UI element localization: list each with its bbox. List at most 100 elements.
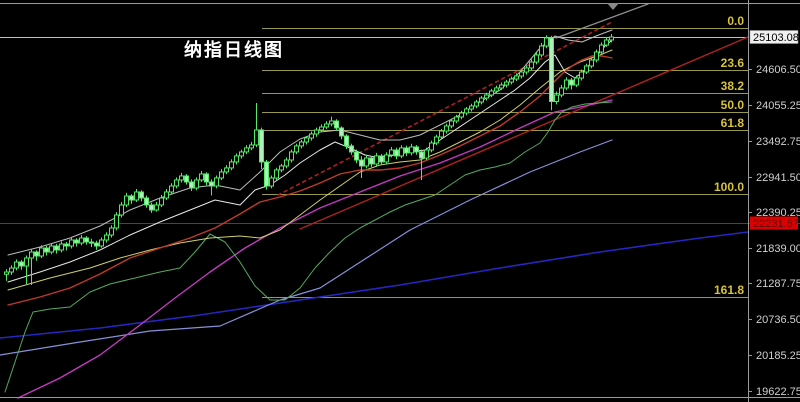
candle	[49, 243, 54, 255]
chart-title: 纳指日线图	[184, 40, 284, 61]
candle	[284, 157, 289, 169]
candle	[494, 85, 499, 94]
fib-label-61.8: 61.8	[721, 116, 745, 130]
candle	[384, 152, 389, 165]
trendline-red-dashed	[277, 21, 613, 196]
price-tick-label: 19622.75	[756, 386, 800, 398]
candle	[449, 118, 454, 129]
candle	[509, 76, 514, 85]
candle	[504, 79, 509, 88]
candle	[314, 127, 319, 137]
candle	[234, 153, 239, 165]
candle	[339, 126, 344, 140]
candle	[59, 241, 64, 253]
price-tick-label: 21839.00	[756, 243, 800, 255]
candle	[194, 177, 199, 191]
alert-price-badge	[750, 216, 798, 230]
candle	[274, 167, 279, 180]
candle	[329, 116, 334, 127]
fib-label-0.0: 0.0	[727, 14, 744, 28]
candle	[544, 35, 549, 49]
candle	[534, 52, 539, 65]
candle	[239, 149, 244, 159]
candle	[354, 149, 359, 164]
candle	[124, 192, 129, 208]
candle	[369, 156, 374, 168]
candle	[429, 140, 434, 153]
bollinger-middle	[7, 49, 613, 291]
candle	[144, 195, 149, 208]
candle	[259, 127, 264, 169]
fib-label-23.6: 23.6	[721, 56, 745, 70]
candle	[594, 49, 599, 63]
alert-price-badge-text: 22231.67	[753, 218, 799, 230]
candle	[439, 128, 444, 140]
candle	[134, 189, 139, 202]
candle	[44, 245, 49, 256]
price-tick-label: 23492.75	[756, 136, 800, 148]
candle	[589, 57, 594, 69]
candle	[519, 69, 524, 79]
candle	[294, 143, 299, 155]
candle	[389, 147, 394, 158]
candle	[139, 190, 144, 202]
candle	[149, 202, 154, 213]
fib-label-161.8: 161.8	[714, 283, 744, 297]
candle	[344, 134, 349, 149]
candle	[399, 145, 404, 159]
candle	[599, 42, 604, 55]
candle	[54, 243, 59, 254]
candle	[69, 236, 74, 249]
candle	[419, 149, 424, 180]
candle	[34, 250, 39, 261]
candle	[29, 249, 34, 285]
candle	[564, 77, 569, 91]
candle	[454, 114, 459, 124]
price-tick-label: 21287.75	[756, 278, 800, 290]
candle	[349, 143, 354, 155]
candle	[374, 152, 379, 167]
price-tick-label: 20185.25	[756, 350, 800, 362]
candle	[109, 225, 114, 238]
candle	[579, 69, 584, 81]
candle	[104, 232, 109, 243]
candle	[189, 179, 194, 191]
candle	[474, 99, 479, 109]
candle	[84, 236, 89, 245]
candle	[424, 147, 429, 160]
candle	[14, 259, 19, 271]
candle	[219, 168, 224, 180]
candle	[209, 179, 214, 196]
ma-red	[7, 55, 613, 306]
candle	[249, 141, 254, 151]
candle	[269, 175, 274, 189]
candle	[254, 102, 259, 148]
candle	[584, 63, 589, 75]
candle	[309, 131, 314, 141]
scroll-position-marker-icon	[607, 3, 619, 10]
candle	[514, 73, 519, 82]
fib-label-50.0: 50.0	[721, 98, 745, 112]
candle	[364, 154, 369, 169]
candle	[94, 240, 99, 250]
candle	[264, 159, 269, 190]
candle	[539, 43, 544, 58]
candle	[184, 174, 189, 185]
current-price-badge-text: 25103.08	[753, 32, 799, 44]
trendline-gray	[555, 3, 649, 39]
candle	[489, 88, 494, 98]
price-tick-label: 24055.25	[756, 100, 800, 112]
candle	[569, 77, 574, 90]
candle	[204, 172, 209, 186]
candle	[484, 92, 489, 101]
ma-steel-blue	[0, 139, 613, 356]
candle	[574, 75, 579, 87]
candle	[394, 147, 399, 160]
candle	[404, 145, 409, 157]
candle	[299, 139, 304, 149]
candle	[459, 110, 464, 120]
bollinger-upper	[7, 29, 613, 256]
trendline-red-solid	[299, 36, 749, 230]
candle	[304, 136, 309, 145]
